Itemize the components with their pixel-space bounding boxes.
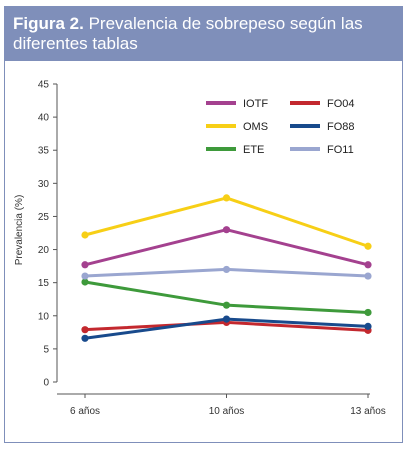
legend-label-fo11: FO11	[327, 144, 354, 156]
data-point-oms	[81, 231, 89, 239]
legend-label-oms: OMS	[243, 121, 268, 133]
data-point-fo11	[222, 265, 231, 274]
x-tick-label: 6 años	[70, 406, 100, 417]
data-point-fo88	[222, 315, 231, 323]
legend-label-iotf: IOTF	[243, 98, 268, 110]
legend-label-fo04: FO04	[327, 98, 355, 110]
data-point-oms	[222, 194, 231, 202]
y-tick-label: 20	[38, 245, 50, 256]
data-point-fo04	[81, 326, 89, 334]
y-tick-label: 25	[38, 212, 50, 223]
data-point-oms	[364, 242, 372, 250]
y-tick-label: 40	[38, 113, 50, 124]
x-tick-labels: 6 años 10 años 13 años	[70, 406, 386, 417]
y-tick-label: 5	[43, 344, 49, 355]
y-tick-label: 35	[38, 146, 50, 157]
y-tick-label: 45	[38, 80, 50, 91]
figure-title: Prevalencia de sobrepeso según las difer…	[13, 14, 363, 53]
y-tick-label: 0	[43, 378, 49, 389]
x-tick-label: 13 años	[350, 406, 386, 417]
data-point-fo11	[81, 272, 89, 280]
chart-axes	[53, 83, 370, 398]
legend-label-ete: ETE	[243, 144, 264, 156]
y-tick-label: 30	[38, 179, 50, 190]
data-point-ete	[222, 301, 231, 309]
data-point-iotf	[81, 261, 89, 269]
legend: IOTF OMS ETE FO04 FO88 FO11	[206, 98, 355, 156]
figure-panel: Figura 2. Prevalencia de sobrepeso según…	[4, 6, 403, 443]
data-point-fo88	[81, 334, 89, 342]
x-tick-label: 10 años	[209, 406, 245, 417]
y-axis-title: Prevalencia (%)	[14, 195, 25, 266]
data-point-fo11	[364, 272, 372, 280]
series-line-oms	[84, 196, 369, 248]
figure-label: Figura 2.	[13, 14, 84, 33]
series-line-iotf	[84, 228, 369, 267]
data-point-iotf	[364, 261, 372, 269]
y-tick-label: 10	[38, 311, 50, 322]
data-point-ete	[81, 278, 89, 286]
y-tick-labels: 0 5 10 15 20 25 30 35 40 45	[38, 80, 50, 389]
data-point-fo88	[364, 322, 372, 330]
y-tick-label: 15	[38, 278, 50, 289]
figure-header: Figura 2. Prevalencia de sobrepeso según…	[5, 7, 402, 61]
data-point-iotf	[222, 226, 231, 234]
legend-label-fo88: FO88	[327, 121, 355, 133]
series-lines	[81, 194, 372, 342]
data-point-ete	[364, 308, 372, 317]
